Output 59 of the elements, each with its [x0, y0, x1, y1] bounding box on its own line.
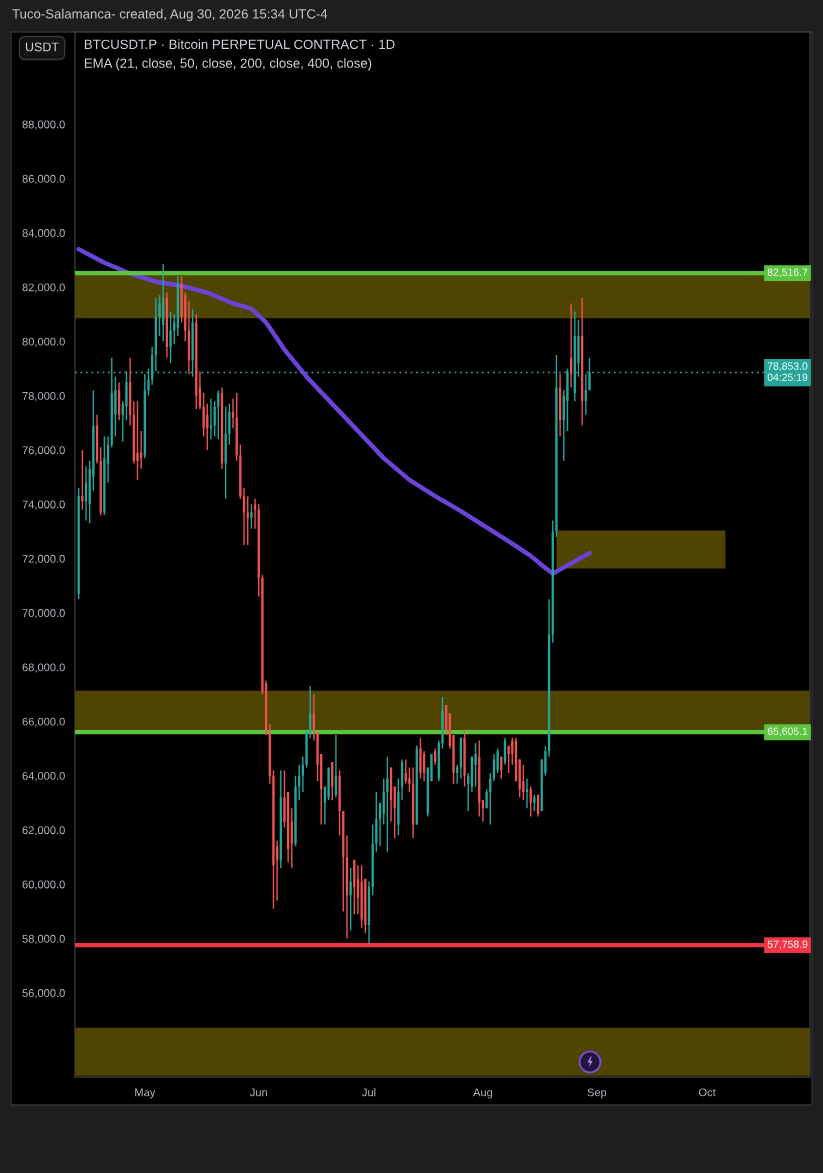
candlestick: [81, 449, 84, 511]
candlestick: [463, 728, 466, 788]
y-axis-title: USDT: [25, 42, 59, 52]
x-tick-label: May: [135, 1088, 156, 1099]
candlestick: [173, 313, 176, 345]
y-tick-label: 84,000.0: [22, 229, 65, 239]
x-tick-label: Aug: [473, 1088, 493, 1099]
y-tick-label: 68,000.0: [22, 663, 65, 673]
candlestick: [386, 756, 389, 853]
candlestick: [489, 772, 492, 826]
candlestick: [485, 788, 488, 809]
candlestick: [419, 737, 422, 780]
candlestick: [474, 742, 477, 788]
text: EMA (21, close, 50, close, 200, close, 400, close): [84, 58, 372, 71]
candlestick: [246, 495, 249, 546]
x-tick-label: Jun: [249, 1088, 267, 1097]
y-tick-label: 76,000.0: [22, 446, 65, 456]
y-tick-label: 82,000.0: [22, 283, 65, 293]
candlestick: [327, 766, 330, 801]
candlestick: [290, 807, 293, 869]
y-tick-label: 58,000.0: [22, 934, 65, 945]
y-tick-label: 78,000.0: [22, 391, 65, 402]
candlestick: [529, 785, 532, 818]
x-tick-label: Jul: [362, 1088, 376, 1097]
candlestick: [136, 400, 139, 481]
y-tick-label: 56,000.0: [22, 989, 65, 999]
ref-line-label: 82,516.7: [767, 268, 808, 278]
candlestick: [533, 794, 536, 812]
line-series: [76, 246, 592, 576]
candlestick: [169, 310, 172, 364]
candlestick: [253, 498, 257, 530]
y-tick-label: 66,000.0: [22, 717, 65, 727]
y-tick-label: 86,000.0: [22, 174, 65, 185]
candlestick: [338, 769, 341, 837]
y-tick-label: 62,000.0: [22, 826, 65, 836]
chart-title: BTCUSDT.P · Bitcoin PERPETUAL CONTRACT · 1D: [84, 39, 395, 50]
y-tick-label: 60,000.0: [22, 880, 65, 890]
ref-line-label: 78,853.0 04:25:19: [767, 362, 808, 381]
y-tick-label: 80,000.0: [22, 337, 65, 347]
y-tick-label: 88,000.0: [22, 120, 65, 130]
y-tick-label: 70,000.0: [22, 609, 65, 619]
candlestick: [272, 769, 275, 910]
y-tick-label: 64,000.0: [22, 771, 65, 782]
candlestick: [503, 737, 507, 766]
ref-line-label: 65,605.1: [767, 727, 808, 737]
x-tick-label: Sep: [587, 1088, 607, 1099]
candlestick: [217, 389, 220, 440]
candlestick: [228, 403, 231, 446]
x-tick-label: Oct: [698, 1088, 716, 1097]
candlestick: [103, 435, 106, 516]
candlestick: [349, 867, 352, 932]
ref-line-label: 57,758.9: [767, 940, 808, 950]
candlestick: [382, 777, 385, 826]
candlestick: [250, 503, 253, 530]
y-tick-label: 72,000.0: [22, 554, 65, 565]
y-tick-label: 74,000.0: [22, 500, 65, 510]
candlestick: [525, 777, 529, 809]
candlestick: [511, 737, 514, 766]
text: Tuco-Salamanca- created, Aug 30, 2026 15:34 UTC-4: [12, 8, 328, 22]
